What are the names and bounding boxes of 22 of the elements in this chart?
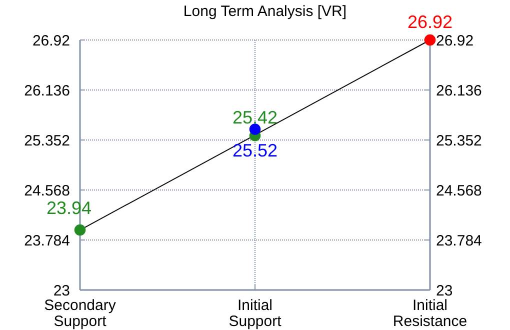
data-label: 26.92 (407, 12, 453, 32)
y2-tick-label: 26.92 (436, 32, 474, 50)
point (424, 34, 436, 46)
point (74, 224, 86, 236)
y-tick-label: 25.352 (24, 132, 70, 150)
y2-tick-label: 24.568 (436, 182, 482, 200)
y-tick-label: 23.784 (24, 232, 70, 250)
y2-tick-label: 25.352 (436, 132, 482, 150)
y-tick-label: 24.568 (24, 182, 70, 200)
y-tick-label: 26.136 (24, 82, 70, 100)
data-label: 25.52 (232, 140, 278, 160)
y-tick-label: 26.92 (32, 32, 70, 50)
y2-tick-label: 23 (436, 282, 453, 300)
x-tick-label: Initial Resistance (392, 297, 468, 330)
y-tick-label: 23 (53, 282, 70, 300)
chart-title: Long Term Analysis [VR] (183, 3, 347, 20)
x-tick-label: Initial Support (228, 297, 282, 330)
data-label: 25.42 (232, 108, 278, 128)
point (249, 124, 261, 135)
x-tick-label: Secondary Support (44, 297, 116, 330)
y2-tick-label: 23.784 (436, 232, 482, 250)
y2-tick-label: 26.136 (436, 82, 482, 100)
